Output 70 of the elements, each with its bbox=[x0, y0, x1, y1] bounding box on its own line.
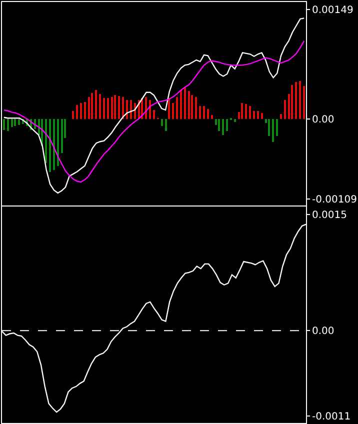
bar bbox=[188, 91, 190, 119]
bar bbox=[7, 119, 9, 131]
line-series bbox=[3, 40, 305, 183]
bar bbox=[303, 86, 305, 119]
bar bbox=[176, 97, 178, 119]
bar bbox=[172, 103, 174, 119]
bar bbox=[245, 104, 247, 119]
bar bbox=[253, 111, 255, 119]
bar bbox=[234, 119, 236, 122]
y-tick-label: 0.0015 bbox=[312, 210, 347, 221]
bar bbox=[80, 103, 82, 119]
bar bbox=[145, 97, 147, 119]
bar bbox=[291, 85, 293, 119]
bar bbox=[53, 119, 55, 170]
bar bbox=[191, 95, 193, 119]
bar bbox=[14, 119, 16, 126]
y-tick-label: -0.00109 bbox=[312, 194, 357, 206]
bar bbox=[99, 94, 101, 119]
bar bbox=[211, 115, 213, 119]
y-tick-label: 0.00149 bbox=[312, 4, 354, 16]
bar bbox=[184, 87, 186, 119]
bar bbox=[261, 113, 263, 119]
bar bbox=[114, 95, 116, 119]
line-series bbox=[3, 18, 305, 194]
bar bbox=[61, 119, 63, 153]
bar bbox=[107, 98, 109, 119]
bar bbox=[257, 111, 259, 119]
bar bbox=[149, 100, 151, 119]
bar bbox=[45, 119, 47, 163]
bar bbox=[276, 119, 278, 136]
bar bbox=[18, 119, 20, 125]
bar bbox=[195, 97, 197, 119]
bar bbox=[226, 119, 228, 131]
bar bbox=[122, 97, 124, 119]
bar bbox=[218, 119, 220, 131]
bar bbox=[241, 103, 243, 119]
y-tick-label: -0.0011 bbox=[312, 412, 351, 423]
bar bbox=[88, 97, 90, 119]
bar bbox=[103, 98, 105, 119]
bar bbox=[91, 93, 93, 119]
bar bbox=[161, 119, 163, 126]
bar bbox=[284, 100, 286, 119]
bar bbox=[299, 81, 301, 119]
bar bbox=[118, 96, 120, 119]
bar bbox=[11, 119, 13, 127]
bar bbox=[180, 90, 182, 119]
bar bbox=[295, 82, 297, 119]
bar bbox=[126, 100, 128, 119]
bar bbox=[168, 98, 170, 119]
bar bbox=[165, 119, 167, 131]
bar bbox=[199, 106, 201, 119]
bar bbox=[280, 114, 282, 119]
bar bbox=[153, 110, 155, 119]
bar bbox=[268, 119, 270, 136]
bar bbox=[203, 106, 205, 119]
bar bbox=[130, 100, 132, 119]
bar bbox=[111, 97, 113, 119]
y-tick-label: 0.00 bbox=[312, 114, 334, 126]
bar bbox=[84, 102, 86, 119]
bar bbox=[76, 105, 78, 119]
bar bbox=[57, 119, 59, 166]
bar bbox=[49, 119, 51, 172]
bar bbox=[207, 109, 209, 119]
bar bbox=[95, 90, 97, 119]
y-tick-label: 0.00 bbox=[312, 326, 334, 338]
bar bbox=[249, 106, 251, 119]
bar bbox=[272, 119, 274, 142]
bar bbox=[3, 119, 5, 130]
bar bbox=[222, 119, 224, 135]
bar bbox=[72, 111, 74, 119]
